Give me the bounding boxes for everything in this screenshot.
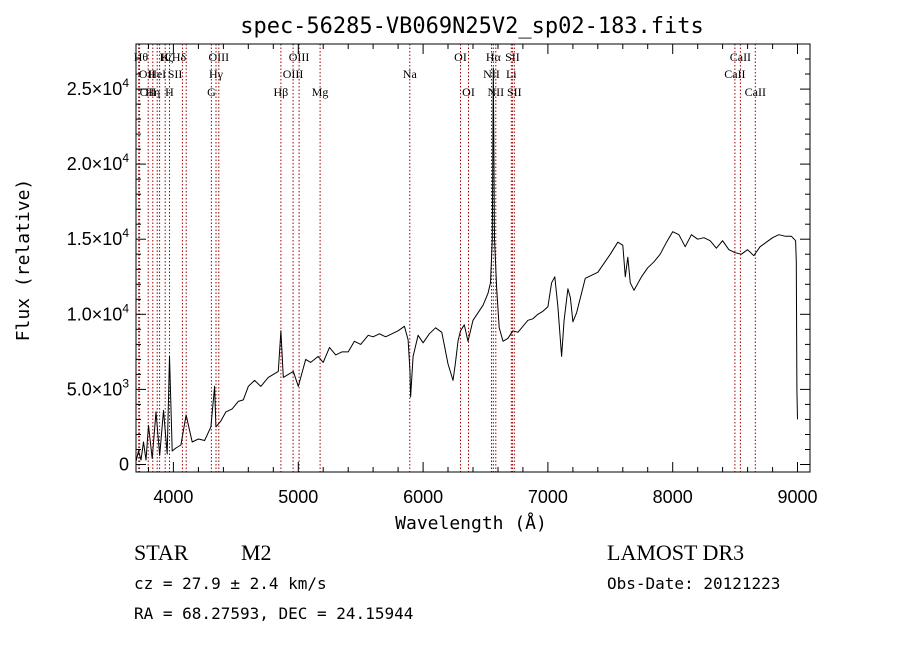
object-class: STAR: [134, 540, 189, 565]
y-tick-label: 2.5×104: [67, 76, 130, 99]
line-label: Hδ: [172, 50, 187, 64]
line-label: Li: [506, 67, 517, 81]
y-tick-label: 1.0×104: [67, 301, 130, 324]
line-label: K: [161, 50, 170, 64]
emission-line-labels: OII OII Hθ Hη HeI HζK H SII Hδ G Hγ OIII Hβ OIII OIII M…: [134, 50, 766, 99]
line-label: OI: [462, 85, 475, 99]
x-tick-label: 6000: [403, 487, 443, 507]
line-label: G: [207, 85, 216, 99]
line-label: NII: [487, 85, 504, 99]
y-tick-label: 5.0×103: [67, 376, 130, 399]
chart-title: spec-56285-VB069N25V2_sp02-183.fits: [240, 14, 704, 39]
line-label: H: [165, 85, 174, 99]
line-label: OII: [139, 67, 156, 81]
y-tick-labels: 0 5.0×103 1.0×104 1.5×104 2.0×104 2.5×104: [67, 76, 130, 474]
line-label: Hβ: [274, 85, 289, 99]
line-label: CaII: [724, 67, 745, 81]
line-label: SII: [168, 67, 183, 81]
survey-name: LAMOST DR3: [607, 540, 745, 565]
coordinates: RA = 68.27593, DEC = 24.15944: [134, 604, 414, 623]
line-label: CaII: [745, 85, 766, 99]
line-label: NII: [483, 67, 500, 81]
line-label: OIII: [283, 67, 304, 81]
line-label: OII: [140, 85, 157, 99]
obs-date: Obs-Date: 20121223: [607, 574, 781, 593]
line-label: Hθ: [134, 50, 149, 64]
series-flux-line: [135, 67, 798, 462]
line-label: OIII: [289, 50, 310, 64]
emission-line-markers: [138, 44, 756, 472]
line-label: OIII: [208, 50, 229, 64]
redshift-cz: cz = 27.9 ± 2.4 km/s: [134, 574, 327, 593]
x-tick-label: 5000: [278, 487, 318, 507]
line-label: Mg: [312, 85, 329, 99]
line-label: SII: [505, 50, 520, 64]
y-axis-label: Flux (relative): [13, 179, 34, 342]
object-subclass: M2: [241, 540, 272, 565]
x-tick-label: 7000: [528, 487, 568, 507]
line-label: Hη: [145, 85, 160, 99]
x-tick-labels: 4000 5000 6000 7000 8000 9000: [153, 487, 817, 507]
axis-ticks: [136, 44, 810, 472]
x-tick-label: 8000: [653, 487, 693, 507]
x-axis-label: Wavelength (Å): [395, 512, 547, 534]
x-tick-label: 4000: [153, 487, 193, 507]
line-label: HeI: [148, 67, 166, 81]
line-label: Na: [403, 67, 418, 81]
y-tick-label: 0: [119, 455, 129, 475]
line-label: Hγ: [209, 67, 224, 81]
y-tick-label: 1.5×104: [67, 226, 130, 249]
line-label: OI: [454, 50, 467, 64]
y-tick-label: 2.0×104: [67, 151, 130, 174]
line-label: SII: [507, 85, 522, 99]
line-label: CaII: [730, 50, 751, 64]
x-tick-label: 9000: [777, 487, 817, 507]
line-label: Hα: [486, 50, 502, 64]
line-label: Hζ: [160, 50, 174, 64]
plot-frame: [135, 43, 811, 473]
